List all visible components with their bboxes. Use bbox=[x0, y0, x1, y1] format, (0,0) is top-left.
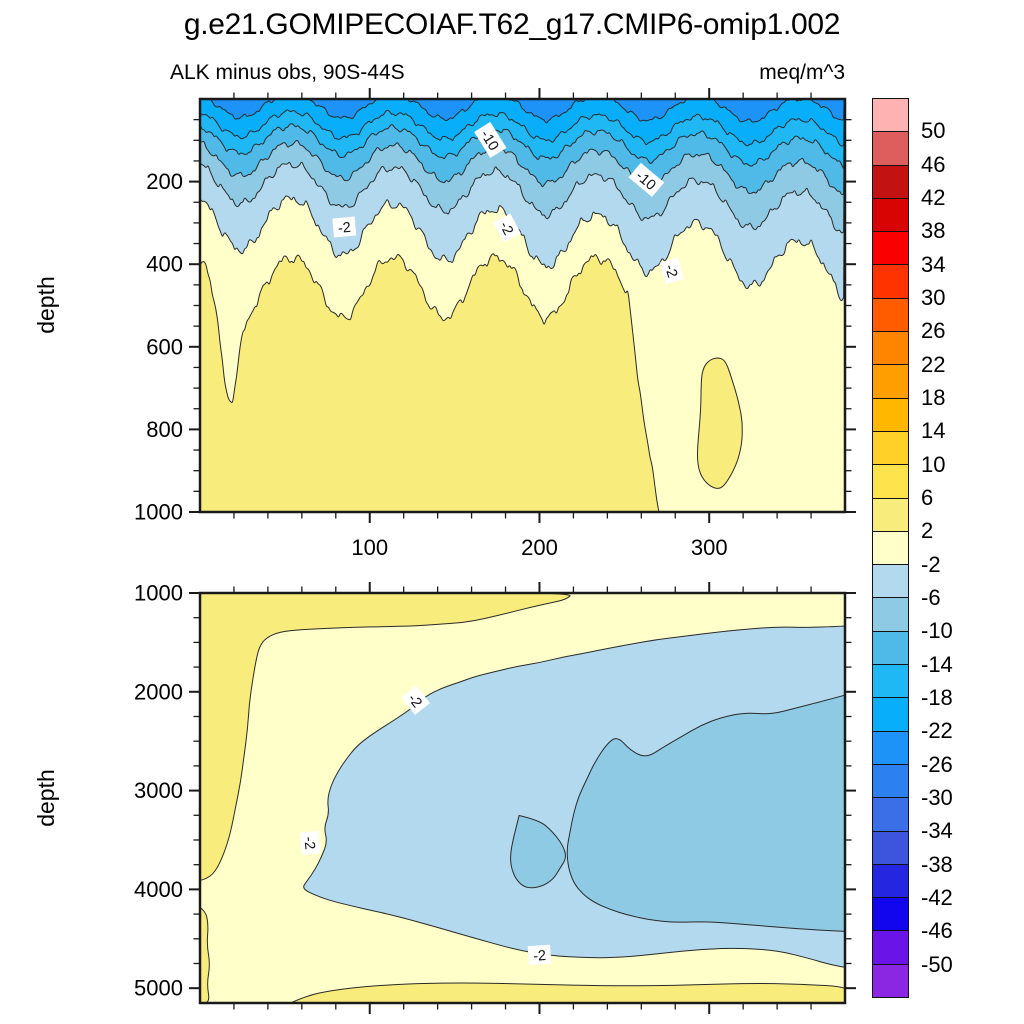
colorbar-label: -42 bbox=[921, 885, 953, 910]
colorbar-label: 14 bbox=[921, 418, 946, 444]
colorbar-label: -2 bbox=[921, 551, 941, 577]
colorbar-label: 22 bbox=[921, 351, 946, 377]
colorbar-label: 38 bbox=[921, 218, 946, 244]
colorbar-cell bbox=[873, 698, 908, 732]
plot-title: ALK minus obs, 90S-44S bbox=[170, 61, 405, 84]
y-tick-label: 4000 bbox=[134, 877, 183, 902]
y-tick-label: 5000 bbox=[134, 976, 183, 1001]
y-tick-label: 3000 bbox=[134, 778, 183, 803]
svg-text:-2: -2 bbox=[661, 263, 680, 280]
contour-region-surface-positive-band bbox=[200, 593, 571, 881]
plot-border bbox=[198, 591, 847, 1005]
contour-region-left-edge-sliver bbox=[200, 906, 210, 1003]
colorbar-label: -46 bbox=[921, 918, 953, 944]
colorbar-label: 2 bbox=[921, 518, 934, 544]
units-label: meq/m^3 bbox=[759, 61, 845, 84]
contour-region-deep-negative-core bbox=[566, 694, 845, 932]
colorbar-label: -34 bbox=[921, 818, 953, 844]
colorbar-cell bbox=[873, 165, 908, 199]
contour-label: -2 bbox=[332, 216, 357, 238]
colorbar-label: -6 bbox=[921, 585, 941, 610]
colorbar-label: -14 bbox=[921, 651, 953, 677]
y-tick-label: 1000 bbox=[134, 581, 183, 606]
colorbar-cell bbox=[873, 831, 908, 865]
colorbar-cell bbox=[873, 598, 908, 632]
x-tick-label: 200 bbox=[521, 535, 558, 560]
colorbar-cell bbox=[873, 665, 908, 699]
colorbar-label: 30 bbox=[921, 285, 946, 310]
contour-region-deep-pool bbox=[697, 357, 743, 489]
colorbar-cell bbox=[873, 398, 908, 432]
upper-plot-axes: 100 200 300 200 400 600 800 1000 bbox=[134, 88, 856, 560]
colorbar-label: -30 bbox=[921, 785, 953, 810]
contour-label: -2 bbox=[493, 213, 521, 243]
contour-label: -2 bbox=[299, 830, 321, 856]
colorbar-label: 42 bbox=[921, 185, 946, 210]
colorbar-label: 6 bbox=[921, 485, 934, 510]
lower-plot-axes: 1000 2000 3000 4000 5000 bbox=[134, 581, 856, 1014]
colorbar-label: 34 bbox=[921, 251, 946, 277]
contour-region-positive bbox=[200, 253, 660, 512]
svg-text:-2: -2 bbox=[300, 836, 317, 851]
svg-text:-2: -2 bbox=[533, 948, 547, 965]
colorbar-cell bbox=[873, 365, 908, 399]
x-tick-label: 300 bbox=[691, 535, 728, 560]
upper-plot-field bbox=[200, 99, 845, 512]
colorbar-cell bbox=[873, 764, 908, 799]
contour-label: -2 bbox=[659, 257, 685, 285]
colorbar-label: 46 bbox=[921, 151, 946, 177]
y-tick-label: 2000 bbox=[134, 679, 183, 704]
y-tick-label: 800 bbox=[146, 417, 183, 442]
y-tick-label: 1000 bbox=[134, 500, 183, 525]
figure-title: g.e21.GOMIPECOIAF.T62_g17.CMIP6-omip1.00… bbox=[183, 8, 841, 41]
colorbar-cell bbox=[873, 198, 908, 233]
colorbar-cell bbox=[873, 265, 908, 299]
colorbar-label: 26 bbox=[921, 318, 946, 344]
colorbar-cell bbox=[873, 531, 908, 566]
contour-label: -2 bbox=[401, 685, 430, 715]
lower-plot-field bbox=[200, 593, 845, 1003]
colorbar bbox=[872, 98, 909, 998]
colorbar-cell bbox=[873, 99, 908, 133]
colorbar-cell bbox=[873, 731, 908, 765]
colorbar-label: -22 bbox=[921, 718, 953, 744]
colorbar-cell bbox=[873, 298, 908, 333]
colorbar-label: -26 bbox=[921, 751, 953, 777]
colorbar-label: 50 bbox=[921, 118, 946, 144]
y-tick-label: 200 bbox=[146, 169, 183, 194]
contour-label: -2 bbox=[527, 944, 552, 966]
contour-region-isolated-negative-blob bbox=[510, 814, 566, 889]
contour-band--22 bbox=[209, 99, 845, 124]
svg-text:-2: -2 bbox=[337, 220, 351, 237]
colorbar-cell bbox=[873, 465, 908, 499]
colorbar-label: -18 bbox=[921, 685, 953, 710]
colorbar-cell bbox=[873, 798, 908, 832]
colorbar-cell bbox=[873, 931, 908, 965]
colorbar-cell bbox=[873, 964, 908, 998]
colorbar-label: -38 bbox=[921, 851, 953, 877]
colorbar-label: -10 bbox=[921, 618, 953, 644]
contour-band--18 bbox=[200, 99, 845, 147]
y-tick-label: 400 bbox=[146, 252, 183, 277]
colorbar-label: 18 bbox=[921, 385, 946, 410]
colorbar-cell bbox=[873, 332, 908, 366]
contour-region-bottom-positive-band bbox=[289, 982, 845, 1003]
colorbar-cell bbox=[873, 132, 908, 166]
colorbar-cell bbox=[873, 864, 908, 899]
colorbar-cell bbox=[873, 498, 908, 532]
colorbar-label: -50 bbox=[921, 951, 953, 977]
x-tick-label: 100 bbox=[351, 535, 388, 560]
colorbar-cell bbox=[873, 431, 908, 466]
colorbar-cell bbox=[873, 631, 908, 666]
colorbar-cell bbox=[873, 232, 908, 266]
plot-border bbox=[198, 97, 847, 514]
colorbar-cell bbox=[873, 898, 908, 932]
colorbar-cell bbox=[873, 565, 908, 599]
colorbar-label: 10 bbox=[921, 451, 946, 477]
y-tick-label: 600 bbox=[146, 334, 183, 359]
